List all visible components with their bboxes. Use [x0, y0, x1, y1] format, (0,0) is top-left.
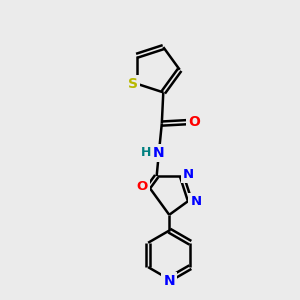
Text: N: N [190, 195, 202, 208]
Text: N: N [183, 168, 194, 181]
Text: O: O [137, 180, 148, 193]
Text: H: H [141, 146, 152, 159]
Text: N: N [153, 146, 165, 160]
Text: S: S [128, 77, 138, 91]
Text: N: N [164, 274, 175, 288]
Text: O: O [189, 115, 200, 129]
